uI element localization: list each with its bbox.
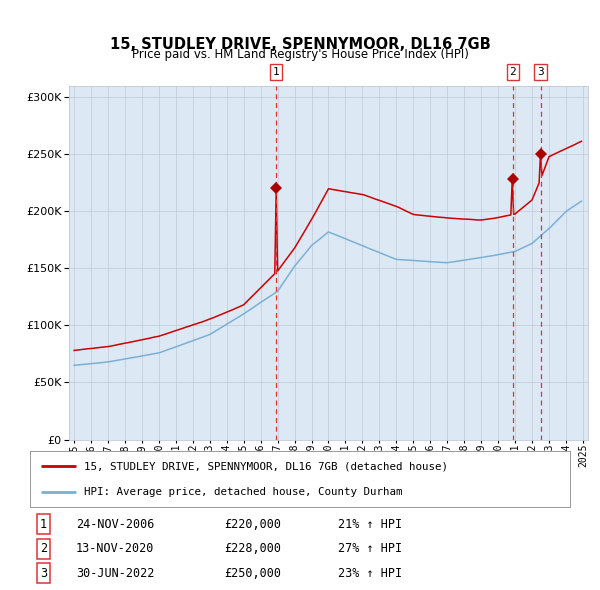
Text: 15, STUDLEY DRIVE, SPENNYMOOR, DL16 7GB (detached house): 15, STUDLEY DRIVE, SPENNYMOOR, DL16 7GB … [84,461,448,471]
Text: 2: 2 [40,542,47,555]
Text: 27% ↑ HPI: 27% ↑ HPI [338,542,402,555]
Text: £250,000: £250,000 [224,567,281,580]
Text: 3: 3 [537,67,544,77]
Text: £220,000: £220,000 [224,517,281,530]
Text: 1: 1 [40,517,47,530]
Text: Price paid vs. HM Land Registry's House Price Index (HPI): Price paid vs. HM Land Registry's House … [131,48,469,61]
Text: 30-JUN-2022: 30-JUN-2022 [76,567,154,580]
Text: 13-NOV-2020: 13-NOV-2020 [76,542,154,555]
Text: 1: 1 [272,67,279,77]
Text: 23% ↑ HPI: 23% ↑ HPI [338,567,402,580]
Text: 15, STUDLEY DRIVE, SPENNYMOOR, DL16 7GB: 15, STUDLEY DRIVE, SPENNYMOOR, DL16 7GB [110,37,490,52]
Text: £228,000: £228,000 [224,542,281,555]
Text: 21% ↑ HPI: 21% ↑ HPI [338,517,402,530]
Text: HPI: Average price, detached house, County Durham: HPI: Average price, detached house, Coun… [84,487,403,497]
Text: 24-NOV-2006: 24-NOV-2006 [76,517,154,530]
Text: 3: 3 [40,567,47,580]
Text: 2: 2 [509,67,516,77]
